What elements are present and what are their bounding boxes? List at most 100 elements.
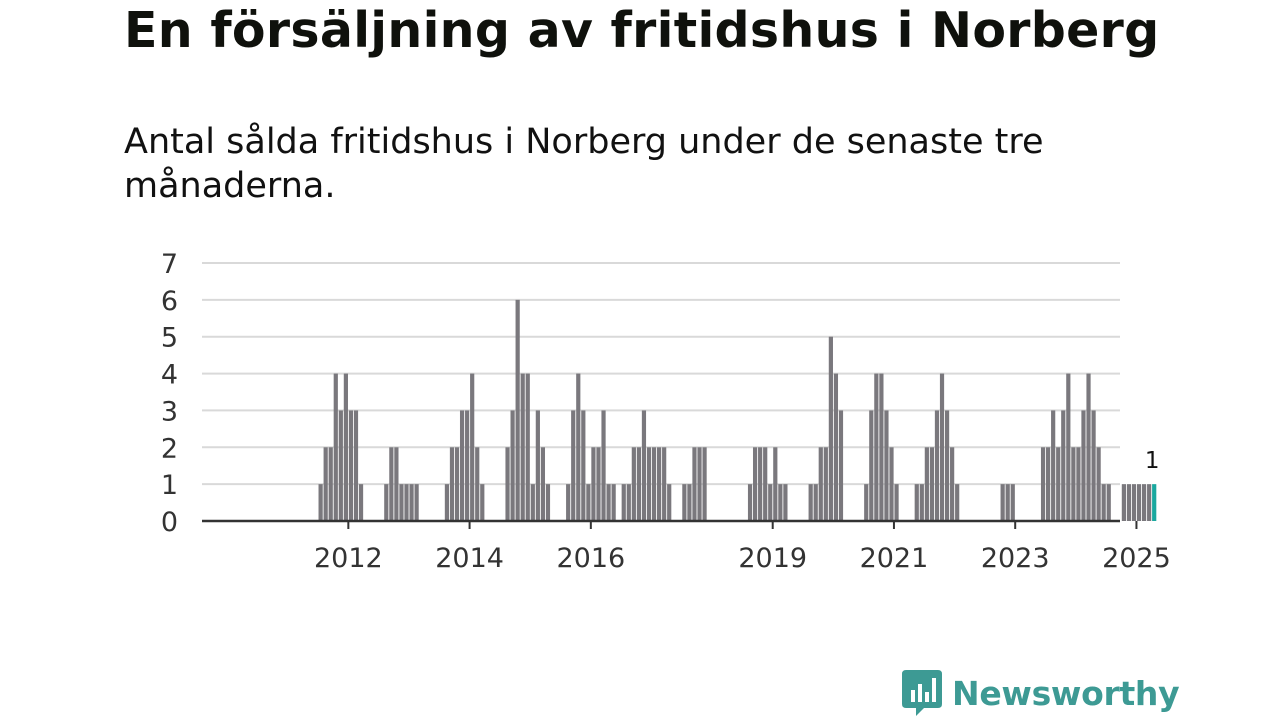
bar	[444, 484, 450, 521]
bar	[838, 410, 844, 521]
bar	[1040, 447, 1046, 521]
y-tick-label: 1	[161, 470, 178, 501]
bar	[1081, 410, 1086, 521]
bar	[525, 373, 530, 521]
bar	[874, 373, 879, 521]
bar	[540, 447, 546, 521]
x-tick-label: 2021	[860, 543, 929, 574]
bar	[566, 484, 571, 521]
y-tick-label: 2	[161, 433, 178, 464]
bar	[510, 410, 515, 521]
bar	[919, 484, 924, 521]
y-tick-label: 3	[161, 396, 178, 427]
bar	[879, 373, 884, 521]
chart-subtitle: Antal sålda fritidshus i Norberg under d…	[124, 122, 1044, 206]
y-tick-label: 4	[161, 360, 178, 391]
bar	[571, 410, 576, 521]
bar	[353, 410, 359, 521]
bar	[778, 484, 783, 521]
bar	[889, 447, 894, 521]
bar	[621, 484, 626, 521]
bar	[929, 447, 935, 521]
newsworthy-logo-icon	[902, 670, 942, 716]
bar	[702, 447, 707, 521]
bar	[581, 410, 586, 521]
bar	[682, 484, 687, 521]
bar	[1106, 484, 1111, 521]
bar	[1121, 484, 1126, 521]
bar	[768, 484, 773, 521]
bar	[1066, 373, 1071, 521]
bar	[636, 447, 641, 521]
x-tick-label: 2014	[435, 543, 504, 574]
bar	[924, 447, 929, 521]
bar	[399, 484, 404, 521]
bar	[1076, 447, 1081, 521]
bar	[808, 484, 813, 521]
bar	[465, 410, 470, 521]
bar	[1096, 447, 1101, 521]
bar	[318, 484, 323, 521]
bar	[697, 447, 702, 521]
bar	[773, 447, 778, 521]
bar	[884, 410, 889, 521]
bar	[1000, 484, 1005, 521]
bar	[1131, 484, 1137, 521]
bar	[950, 447, 955, 521]
y-tick-label: 0	[161, 507, 178, 538]
bar	[914, 484, 919, 521]
bar	[662, 447, 667, 521]
brand-logo: Newsworthy	[902, 670, 1180, 716]
bar	[470, 373, 475, 521]
bar	[1091, 410, 1096, 521]
bar	[657, 447, 662, 521]
bar	[828, 336, 833, 521]
bar-highlight	[1152, 484, 1157, 521]
bar	[1051, 410, 1056, 521]
bar	[591, 447, 596, 521]
bar	[389, 447, 394, 521]
bar	[348, 410, 354, 521]
bar	[641, 410, 647, 521]
y-tick-label: 6	[161, 286, 178, 317]
bar	[651, 447, 657, 521]
bar	[1071, 447, 1076, 521]
bar	[692, 447, 697, 521]
x-tick-label: 2016	[556, 543, 625, 574]
bar	[1101, 484, 1106, 521]
bar	[358, 484, 364, 521]
bar	[1056, 447, 1061, 521]
bar	[343, 373, 348, 521]
bar	[409, 484, 414, 521]
bar	[813, 484, 818, 521]
bar	[480, 484, 485, 521]
bar	[1010, 484, 1015, 521]
bar	[459, 410, 465, 521]
bar	[939, 373, 945, 521]
bar	[586, 484, 591, 521]
bar	[338, 410, 343, 521]
x-tick-label: 2023	[981, 543, 1050, 574]
bar	[1147, 484, 1152, 521]
x-tick-label: 2012	[314, 543, 383, 574]
bar	[894, 484, 899, 521]
bar	[323, 447, 328, 521]
bar	[1126, 484, 1132, 521]
bar	[934, 410, 940, 521]
y-tick-label: 7	[161, 249, 178, 280]
bar	[1136, 484, 1142, 521]
bar	[576, 373, 581, 521]
bar	[1142, 484, 1147, 521]
bar	[783, 484, 788, 521]
x-tick-label: 2025	[1102, 543, 1171, 574]
bar	[596, 447, 601, 521]
bar	[333, 373, 338, 521]
bar	[1005, 484, 1010, 521]
x-tick-label: 2019	[738, 543, 807, 574]
bar	[535, 410, 540, 521]
bar	[626, 484, 631, 521]
bar	[606, 484, 611, 521]
bar	[404, 484, 409, 521]
bar	[747, 484, 753, 521]
